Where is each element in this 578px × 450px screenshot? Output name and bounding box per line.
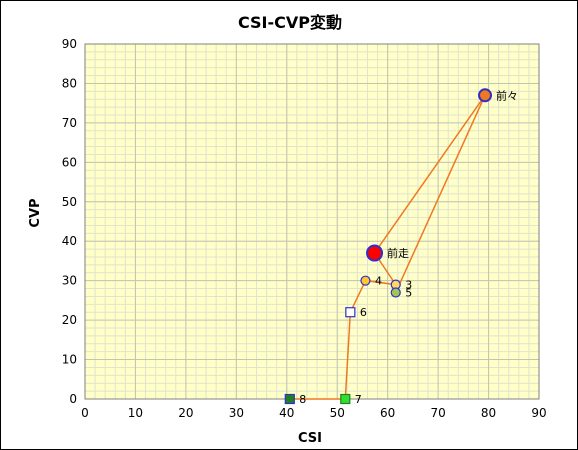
data-point [366,244,384,262]
x-tick-label: 30 [229,406,244,420]
data-point [340,393,351,405]
connector-line [344,312,352,400]
y-tick-label: 60 [62,155,77,169]
x-tick-label: 10 [128,406,143,420]
chart-title: CSI-CVP変動 [238,13,342,32]
data-point [345,307,356,318]
y-tick-label: 70 [62,116,77,130]
x-tick-label: 50 [330,406,345,420]
connector-line [349,280,367,313]
x-tick-label: 90 [531,406,546,420]
connector-line [373,94,486,254]
y-tick-label: 80 [62,76,77,90]
data-point-label: 3 [405,279,412,292]
x-tick-label: 0 [81,406,89,420]
data-point-label: 7 [355,393,362,406]
y-axis-label: CVP [28,198,43,227]
data-point [478,88,493,103]
y-tick-label: 20 [62,313,77,327]
x-axis-label: CSI [298,431,322,446]
data-point-label: 8 [299,393,306,406]
data-point-label: 6 [360,306,367,319]
data-point [360,275,371,286]
x-tick-label: 40 [279,406,294,420]
data-points [284,88,493,405]
y-tick-label: 0 [69,392,77,406]
data-point-label: 前走 [387,246,409,260]
data-point-label: 5 [405,287,412,300]
connecting-lines [289,94,486,400]
x-tick-labels: 0 10 20 30 40 50 60 70 80 90 [81,406,546,420]
y-tick-label: 90 [62,37,77,51]
data-point [284,393,295,405]
x-tick-label: 70 [430,406,445,420]
y-tick-label: 50 [62,195,77,209]
plot-area [85,44,539,399]
y-tick-label: 10 [62,353,77,367]
data-point-label: 4 [375,275,382,288]
y-tick-label: 30 [62,274,77,288]
y-tick-labels: 0 10 20 30 40 50 60 70 80 90 [62,37,77,406]
connector-line [395,94,486,293]
data-point-label: 前々 [496,88,518,102]
x-tick-label: 60 [380,406,395,420]
x-tick-label: 20 [178,406,193,420]
data-point [390,287,401,298]
x-tick-label: 80 [481,406,496,420]
y-tick-label: 40 [62,234,77,248]
